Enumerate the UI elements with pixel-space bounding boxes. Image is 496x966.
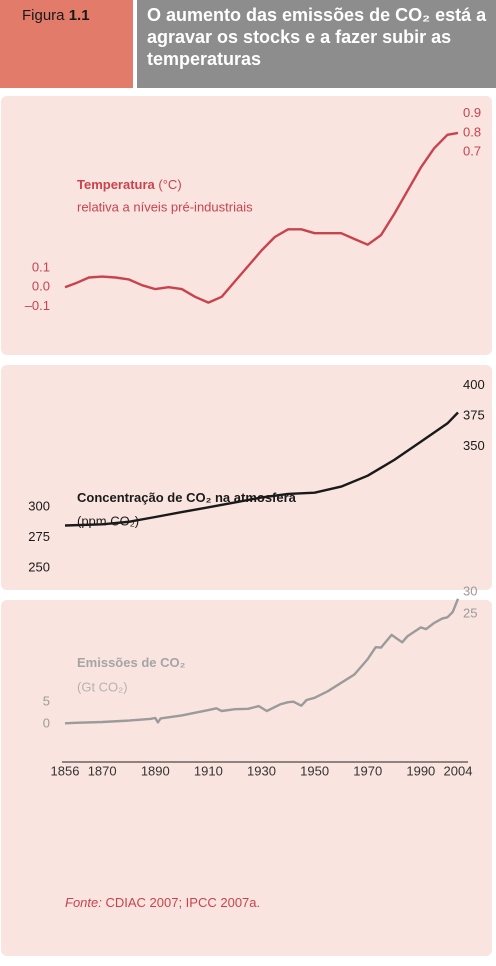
series-name: Emissões de CO₂ — [77, 655, 186, 670]
x-tick-label: 1870 — [88, 763, 117, 778]
y-tick-label: 250 — [28, 559, 50, 574]
y2-tick-label: 400 — [463, 377, 485, 392]
panel — [1, 600, 492, 956]
x-tick-label: 1950 — [300, 763, 329, 778]
series-name: Temperatura — [77, 177, 156, 192]
y-tick-label: 0 — [43, 716, 50, 731]
y2-tick-label: 375 — [463, 408, 485, 423]
y-tick-label: 0.1 — [32, 259, 50, 274]
y2-tick-label: 350 — [463, 438, 485, 453]
source: Fonte: CDIAC 2007; IPCC 2007a. — [65, 895, 260, 910]
series-label: Temperatura (°C) — [77, 177, 182, 192]
series-sublabel: relativa a níveis pré-industriais — [77, 199, 253, 214]
series-unit: (Gt CO₂) — [77, 679, 128, 694]
x-tick-label: 1856 — [51, 763, 80, 778]
x-tick-label: 1890 — [141, 763, 170, 778]
x-tick-label: 1930 — [247, 763, 276, 778]
figure-label: Figura 1.1 — [0, 0, 133, 88]
series-label: Emissões de CO₂ — [77, 655, 186, 670]
y2-tick-label: 0.7 — [463, 144, 481, 159]
series-unit: (°C) — [155, 177, 182, 192]
figure-title: O aumento das emissões de CO₂ está a agr… — [137, 0, 496, 88]
figure-word: Figura — [22, 7, 65, 24]
data-line — [64, 598, 460, 725]
y-tick-label: 275 — [28, 529, 50, 544]
x-tick-label: 1990 — [406, 763, 435, 778]
y-tick-label: 0.0 — [32, 279, 50, 294]
x-tick-label: 2004 — [444, 763, 473, 778]
data-line — [64, 411, 459, 527]
y2-tick-label: 25 — [463, 606, 477, 621]
x-tick-label: 1970 — [353, 763, 382, 778]
y-tick-label: 300 — [28, 499, 50, 514]
y2-tick-label: 0.9 — [463, 105, 481, 120]
y-tick-label: –0.1 — [25, 298, 50, 313]
data-line — [64, 131, 459, 304]
y-tick-label: 5 — [43, 694, 50, 709]
y2-tick-label: 30 — [463, 584, 477, 599]
figure-number: 1.1 — [68, 7, 90, 24]
panel — [1, 365, 492, 590]
y2-tick-label: 0.8 — [463, 124, 481, 139]
panel — [1, 96, 492, 355]
x-tick-label: 1910 — [194, 763, 223, 778]
